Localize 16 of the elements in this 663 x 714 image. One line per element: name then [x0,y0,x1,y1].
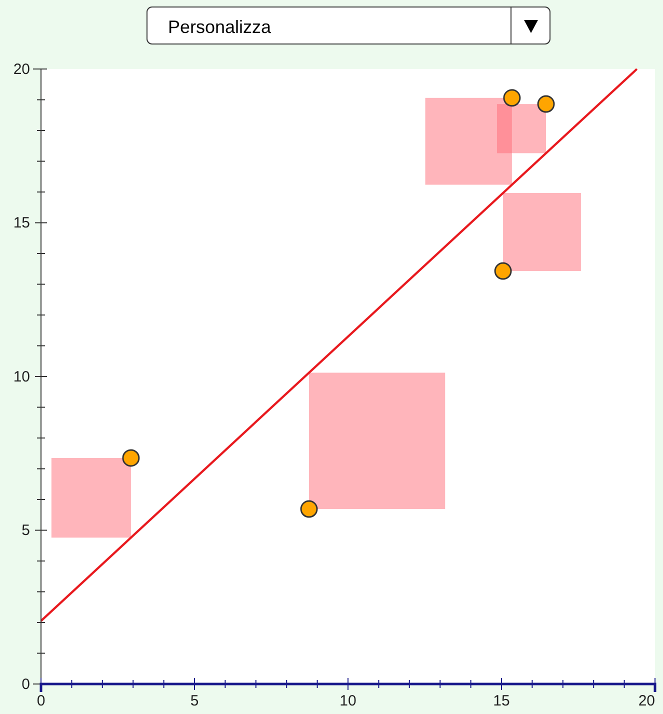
y-tick-label: 20 [13,60,30,78]
point [503,89,521,107]
point [494,262,512,280]
y-tick-label: 10 [13,368,30,386]
y-tick-label: 0 [22,676,30,693]
point [300,500,318,518]
y-tick-label: 15 [13,214,30,232]
dropdown: Personalizza [146,6,550,44]
x-tick-label: 10 [340,692,356,710]
y-tick-label: 5 [22,522,30,540]
x-tick-label: 15 [493,692,510,710]
x-tick-label: 0 [36,692,46,710]
x-tick-label: 20 [638,692,655,710]
point [537,95,555,113]
point [122,449,140,467]
x-tick-label: 5 [190,692,199,710]
